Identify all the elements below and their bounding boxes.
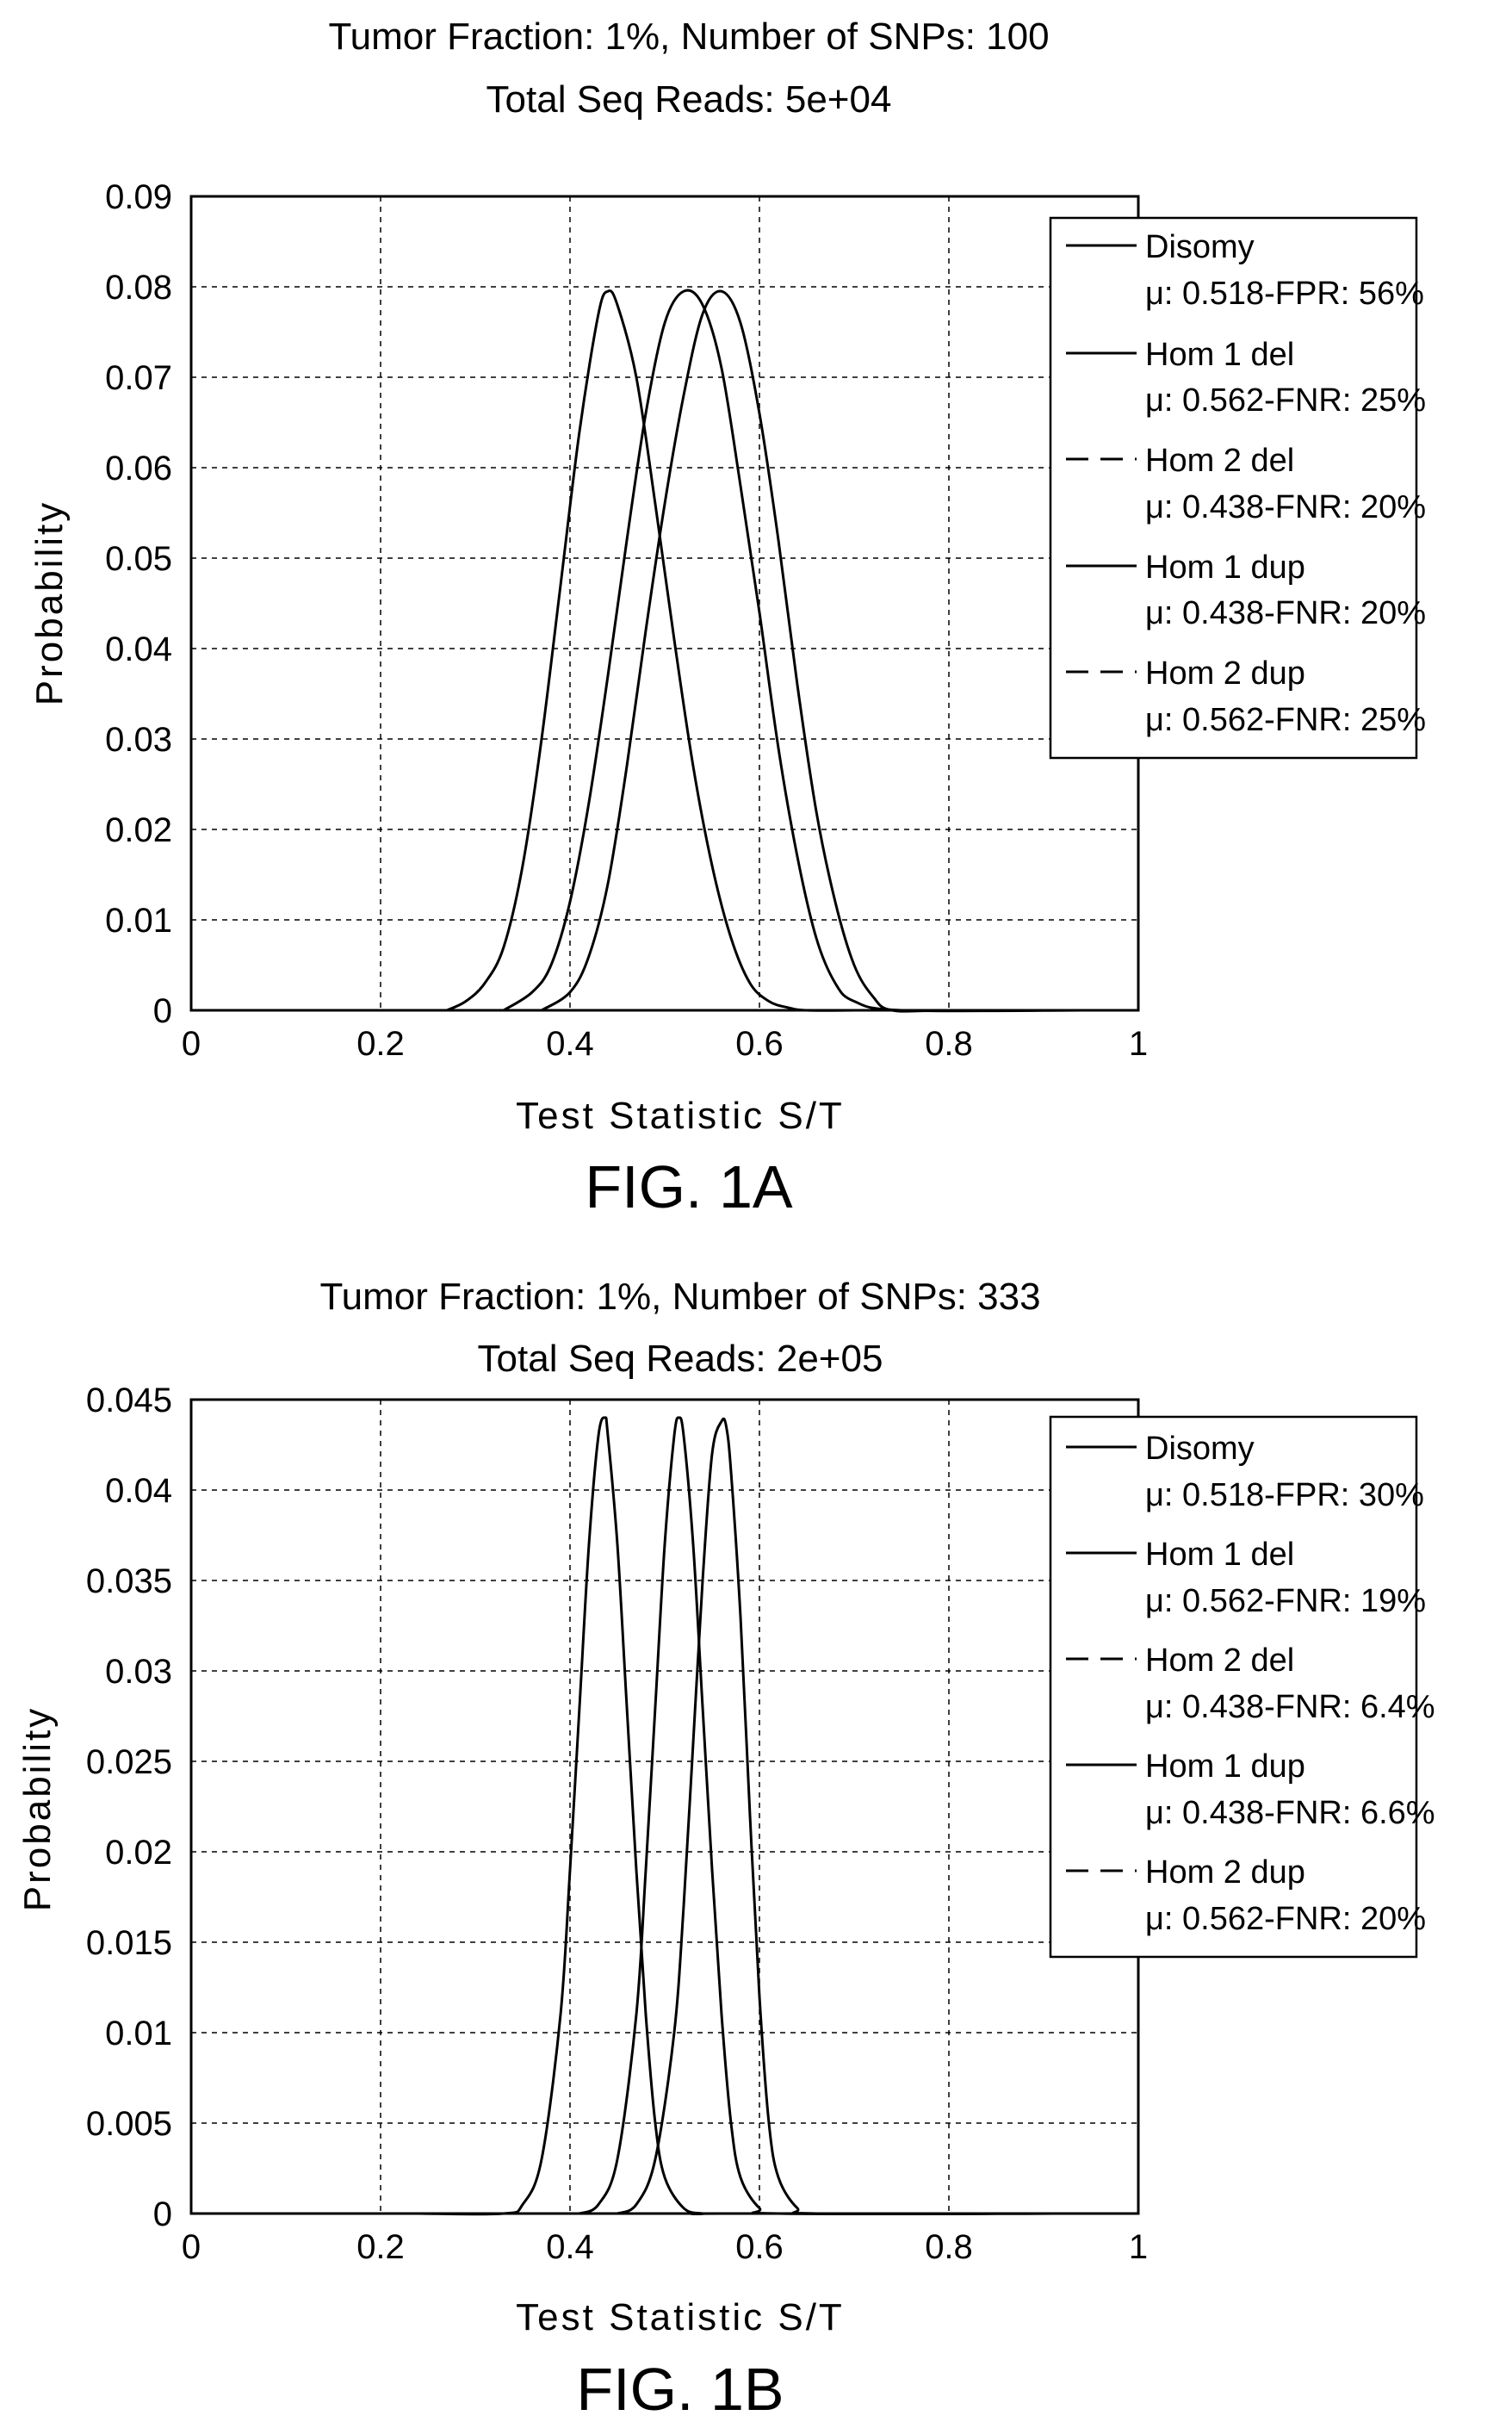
legend-entry-hom-2-del: Hom 2 del μ: 0.438-FNR: 6.4% (1066, 1642, 1435, 1725)
x-axis-label: Test Statistic S/T (516, 2296, 845, 2338)
x-tick-label: 0 (182, 2228, 201, 2266)
figure-caption: FIG. 1B (576, 2356, 784, 2423)
legend-box (1049, 1415, 1418, 1959)
legend-entry-hom-2-del: Hom 2 del μ: 0.438-FNR: 20% (1066, 443, 1426, 525)
series-line-hom-1-dup (418, 1416, 1053, 2216)
y-tick-label: 0.08 (105, 269, 172, 307)
series-line-hom-1-del (541, 289, 1081, 1013)
legend-label-hom-2-del: Hom 2 del (1145, 443, 1294, 479)
series-line-disomy (503, 289, 1082, 1013)
y-tick-label: 0 (153, 992, 172, 1030)
legend-detail-hom-2-dup: μ: 0.562-FNR: 25% (1145, 702, 1426, 738)
x-tick-label: 0.6 (735, 2228, 784, 2266)
legend-detail-disomy: μ: 0.518-FPR: 56% (1145, 276, 1424, 312)
legend-entry-hom-2-dup: Hom 2 dup μ: 0.562-FNR: 25% (1066, 655, 1426, 738)
x-tick-label: 0.8 (925, 1025, 973, 1063)
plot-frame (189, 1398, 1140, 2215)
y-tick-labels: 0 0.005 0.01 0.015 0.02 0.025 0.03 0.035 0.04 0.0… (86, 1382, 172, 2233)
legend-label-hom-1-dup: Hom 1 dup (1145, 550, 1305, 586)
series-line-disomy (579, 1416, 1054, 2215)
legend-entry-disomy: Disomy μ: 0.518-FPR: 30% (1066, 1431, 1424, 1513)
legend-detail-disomy: μ: 0.518-FPR: 30% (1145, 1477, 1424, 1513)
x-tick-label: 0.4 (546, 1025, 594, 1063)
x-tick-label: 0.6 (735, 1025, 784, 1063)
figure-caption: FIG. 1A (585, 1153, 792, 1220)
legend-label-hom-2-dup: Hom 2 dup (1145, 1854, 1305, 1891)
x-tick-label: 1 (1129, 2228, 1148, 2266)
legend-detail-hom-2-del: μ: 0.438-FNR: 20% (1145, 489, 1426, 525)
series-line-hom-1-del (617, 1417, 1054, 2215)
legend-box (1049, 216, 1418, 760)
legend-entry-disomy: Disomy μ: 0.518-FPR: 56% (1066, 229, 1424, 312)
legend: Disomy μ: 0.518-FPR: 56% Hom 1 del μ: 0.… (1049, 216, 1426, 760)
y-tick-label: 0.03 (105, 1653, 172, 1691)
y-tick-label: 0.015 (86, 1924, 172, 1962)
legend-entry-hom-1-del: Hom 1 del μ: 0.562-FNR: 25% (1066, 337, 1426, 419)
y-tick-label: 0.005 (86, 2105, 172, 2143)
y-tick-labels: 0 0.01 0.02 0.03 0.04 0.05 0.06 0.07 0.08 0.09 (105, 178, 172, 1030)
x-tick-label: 0.2 (356, 1025, 405, 1063)
legend-entry-hom-2-dup: Hom 2 dup μ: 0.562-FNR: 20% (1066, 1854, 1426, 1937)
x-tick-label: 1 (1129, 1025, 1148, 1063)
plot-frame (189, 195, 1140, 1012)
x-axis-label: Test Statistic S/T (516, 1095, 845, 1137)
y-axis-label: Probability (28, 500, 71, 705)
series-line-hom-1-dup (446, 289, 855, 1012)
y-tick-label: 0.06 (105, 450, 172, 487)
chart-subtitle: Total Seq Reads: 5e+04 (486, 78, 892, 121)
chart-title: Tumor Fraction: 1%, Number of SNPs: 333 (319, 1276, 1040, 1318)
y-tick-label: 0.03 (105, 721, 172, 759)
grid-lines (191, 196, 1138, 1010)
x-tick-label: 0.4 (546, 2228, 594, 2266)
y-tick-label: 0.045 (86, 1382, 172, 1419)
y-tick-label: 0.025 (86, 1743, 172, 1781)
y-tick-label: 0.04 (105, 630, 172, 668)
legend-detail-hom-1-dup: μ: 0.438-FNR: 20% (1145, 595, 1426, 631)
legend-detail-hom-2-del: μ: 0.438-FNR: 6.4% (1145, 1689, 1435, 1725)
chart-fig-1b: Tumor Fraction: 1%, Number of SNPs: 333 … (16, 1276, 1435, 2423)
y-tick-label: 0.05 (105, 540, 172, 578)
y-axis-label: Probability (16, 1706, 59, 1911)
y-tick-label: 0.01 (105, 902, 172, 940)
y-tick-label: 0.02 (105, 1834, 172, 1872)
legend-entry-hom-1-dup: Hom 1 dup μ: 0.438-FNR: 20% (1066, 550, 1426, 631)
x-tick-label: 0.2 (356, 2228, 405, 2266)
y-tick-label: 0.02 (105, 811, 172, 849)
series-lines (418, 1416, 1054, 2216)
x-tick-label: 0.8 (925, 2228, 973, 2266)
series-lines (446, 289, 1082, 1013)
x-tick-label: 0 (182, 1025, 201, 1063)
legend-label-disomy: Disomy (1145, 229, 1255, 265)
legend-label-disomy: Disomy (1145, 1431, 1255, 1467)
legend-label-hom-2-dup: Hom 2 dup (1145, 655, 1305, 692)
chart-subtitle: Total Seq Reads: 2e+05 (478, 1338, 883, 1380)
y-tick-label: 0.09 (105, 178, 172, 216)
y-tick-label: 0.035 (86, 1562, 172, 1600)
legend-detail-hom-1-del: μ: 0.562-FNR: 19% (1145, 1583, 1426, 1619)
chart-title: Tumor Fraction: 1%, Number of SNPs: 100 (328, 16, 1049, 58)
y-tick-label: 0 (153, 2195, 172, 2233)
x-tick-labels: 0 0.2 0.4 0.6 0.8 1 (182, 2228, 1148, 2266)
legend-detail-hom-1-dup: μ: 0.438-FNR: 6.6% (1145, 1795, 1435, 1831)
legend-label-hom-1-dup: Hom 1 dup (1145, 1748, 1305, 1785)
legend-entry-hom-1-del: Hom 1 del μ: 0.562-FNR: 19% (1066, 1537, 1426, 1619)
legend-detail-hom-1-del: μ: 0.562-FNR: 25% (1145, 382, 1426, 419)
legend: Disomy μ: 0.518-FPR: 30% Hom 1 del μ: 0.… (1049, 1415, 1435, 1959)
legend-entry-hom-1-dup: Hom 1 dup μ: 0.438-FNR: 6.6% (1066, 1748, 1435, 1831)
y-tick-label: 0.04 (105, 1472, 172, 1510)
chart-fig-1a: Tumor Fraction: 1%, Number of SNPs: 100 … (28, 16, 1426, 1220)
y-tick-label: 0.07 (105, 359, 172, 397)
y-tick-label: 0.01 (105, 2015, 172, 2052)
legend-detail-hom-2-dup: μ: 0.562-FNR: 20% (1145, 1901, 1426, 1937)
legend-label-hom-1-del: Hom 1 del (1145, 337, 1294, 373)
grid-lines (191, 1400, 1138, 2214)
x-tick-labels: 0 0.2 0.4 0.6 0.8 1 (182, 1025, 1148, 1063)
legend-label-hom-2-del: Hom 2 del (1145, 1642, 1294, 1679)
legend-label-hom-1-del: Hom 1 del (1145, 1537, 1294, 1573)
